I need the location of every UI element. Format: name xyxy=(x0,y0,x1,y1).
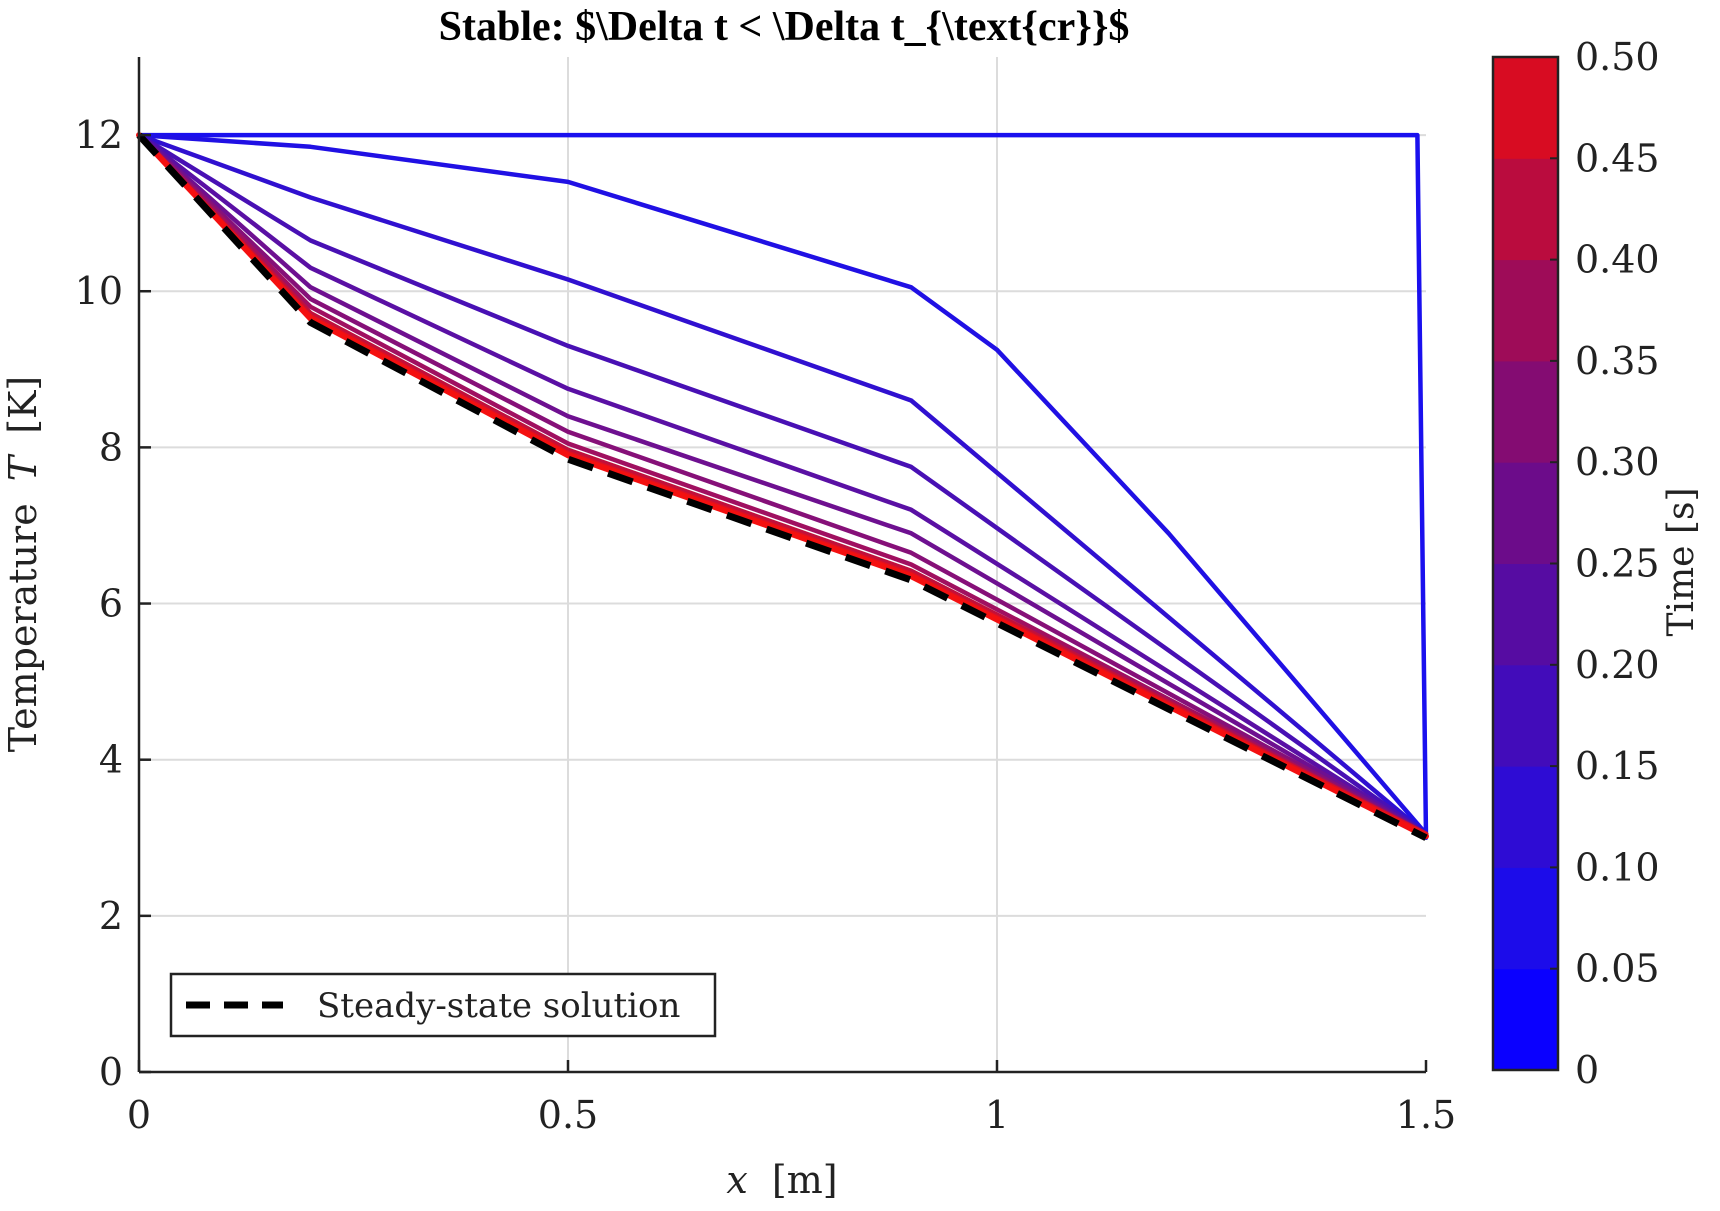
colorbar-segment-5 xyxy=(1493,462,1558,564)
colorbar-tick-label-3: 0.15 xyxy=(1575,744,1660,788)
y-tick-label-3: 6 xyxy=(99,582,123,626)
y-tick-labels: 0 2 4 6 8 10 12 xyxy=(75,113,123,1094)
colorbar-segment-2 xyxy=(1493,766,1558,868)
x-tick-labels: 0 0.5 1 1.5 xyxy=(127,1093,1456,1137)
colorbar-tick-label-7: 0.35 xyxy=(1575,339,1660,383)
y-tick-label-6: 12 xyxy=(75,113,123,157)
series-line-t0_3 xyxy=(136,132,1429,837)
legend-steady-state-label: Steady-state solution xyxy=(317,986,680,1026)
x-axis-unit: [m] xyxy=(772,1158,838,1202)
colorbar-tick-label-9: 0.45 xyxy=(1575,136,1660,180)
colorbar-tick-labels: 0 0.05 0.10 0.15 0.20 0.25 0.30 0.35 0.40 0.45 0.5… xyxy=(1575,35,1660,1092)
legend-box xyxy=(169,972,717,1038)
x-tick-label-2: 1 xyxy=(985,1093,1009,1137)
colorbar-segment-6 xyxy=(1493,360,1558,463)
series-line-t0_35 xyxy=(136,132,1429,837)
colorbar-segment-7 xyxy=(1493,259,1558,362)
y-tick-label-5: 10 xyxy=(75,269,123,313)
chart-title: Stable: $\Delta t < \Delta t_{\text{cr}}… xyxy=(439,4,1130,50)
y-axis-text: Temperature xyxy=(1,503,45,752)
legend: Steady-state solution xyxy=(169,972,717,1038)
y-tick-label-1: 2 xyxy=(99,894,123,938)
colorbar-tick-label-5: 0.25 xyxy=(1575,542,1660,586)
colorbar-tick-label-6: 0.30 xyxy=(1575,440,1660,484)
colorbar-segment-1 xyxy=(1493,867,1558,970)
colorbar-segment-0 xyxy=(1493,968,1558,1071)
series-line-t0_25 xyxy=(136,132,1429,837)
y-axis-variable: T xyxy=(1,453,45,481)
colorbar xyxy=(1491,55,1560,1072)
colorbar-segment-3 xyxy=(1493,664,1558,767)
colorbar-tick-label-2: 0.10 xyxy=(1575,845,1660,889)
colorbar-label: Time [s] xyxy=(1661,488,1702,637)
y-axis-label: Temperature T [K] xyxy=(1,376,45,753)
y-tick-label-0: 0 xyxy=(99,1050,123,1094)
colorbar-tick-label-8: 0.40 xyxy=(1575,238,1660,282)
x-tick-label-1: 0.5 xyxy=(538,1093,598,1137)
steady-state-line xyxy=(136,132,1428,841)
y-axis-unit: [K] xyxy=(1,376,45,434)
x-axis-label: x [m] xyxy=(726,1158,837,1202)
colorbar-tick-label-10: 0.50 xyxy=(1575,35,1660,79)
x-tick-label-3: 1.5 xyxy=(1396,1093,1456,1137)
series-line-t0_1 xyxy=(136,132,1429,837)
x-tick-label-0: 0 xyxy=(127,1093,151,1137)
colorbar-segment-4 xyxy=(1493,563,1558,666)
plot-area xyxy=(139,57,1426,1072)
colorbar-segment-8 xyxy=(1493,158,1558,261)
series-line-t0 xyxy=(136,132,1429,841)
series-line-t0_05 xyxy=(136,132,1429,837)
series-line-t0_2 xyxy=(136,132,1429,837)
y-tick-label-4: 8 xyxy=(99,425,123,469)
axes xyxy=(137,57,1428,1074)
colorbar-tick-label-4: 0.20 xyxy=(1575,643,1660,687)
y-tick-label-2: 4 xyxy=(99,738,123,782)
colorbar-tick-label-1: 0.05 xyxy=(1575,947,1660,991)
colorbar-tick-label-0: 0 xyxy=(1575,1048,1599,1092)
steady-state-polyline xyxy=(136,132,1428,841)
x-axis-variable: x xyxy=(726,1158,747,1202)
series-line-t0_15 xyxy=(136,132,1429,837)
colorbar-segment-9 xyxy=(1493,57,1558,159)
